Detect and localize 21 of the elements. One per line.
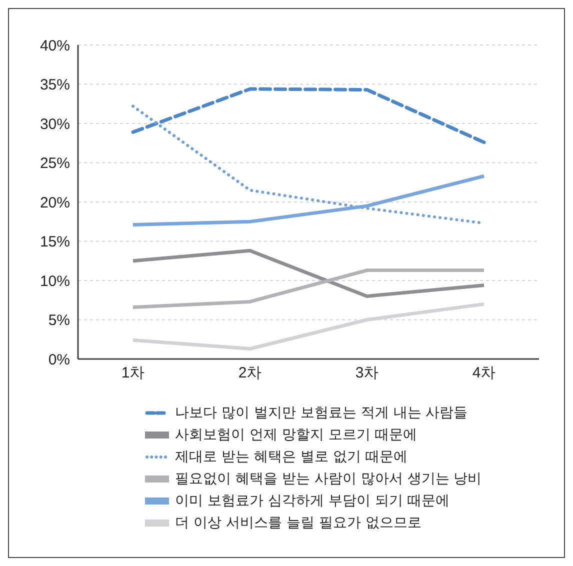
x-tick-label: 3차 bbox=[355, 364, 379, 382]
y-tick-label: 10% bbox=[40, 272, 70, 290]
legend-label: 더 이상 서비스를 늘릴 필요가 없으므로 bbox=[175, 514, 422, 532]
y-tick-label: 15% bbox=[40, 234, 70, 251]
line-series bbox=[131, 87, 486, 144]
x-tick-label: 4차 bbox=[472, 364, 496, 382]
y-tick-label: 5% bbox=[48, 312, 70, 330]
y-tick-label: 30% bbox=[40, 116, 70, 133]
x-tick-label: 2차 bbox=[238, 364, 262, 382]
y-tick-label: 25% bbox=[40, 155, 70, 172]
legend-label: 나보다 많이 벌지만 보험료는 적게 내는 사람들 bbox=[175, 404, 468, 422]
x-tick-label: 1차 bbox=[121, 364, 145, 382]
legend-label: 이미 보험료가 심각하게 부담이 되기 때문에 bbox=[175, 492, 450, 510]
y-tick-label: 0% bbox=[48, 351, 70, 368]
legend-label: 사회보험이 언제 망할지 모르기 때문에 bbox=[175, 426, 417, 444]
y-tick-label: 20% bbox=[40, 194, 70, 212]
line-series bbox=[131, 248, 486, 298]
legend-label: 제대로 받는 혜택은 별로 없기 때문에 bbox=[175, 448, 408, 466]
legend-label: 필요없이 혜택을 받는 사람이 많아서 생기는 낭비 bbox=[175, 470, 482, 488]
y-tick-label: 40% bbox=[40, 37, 70, 54]
y-tick-label: 35% bbox=[40, 76, 70, 94]
